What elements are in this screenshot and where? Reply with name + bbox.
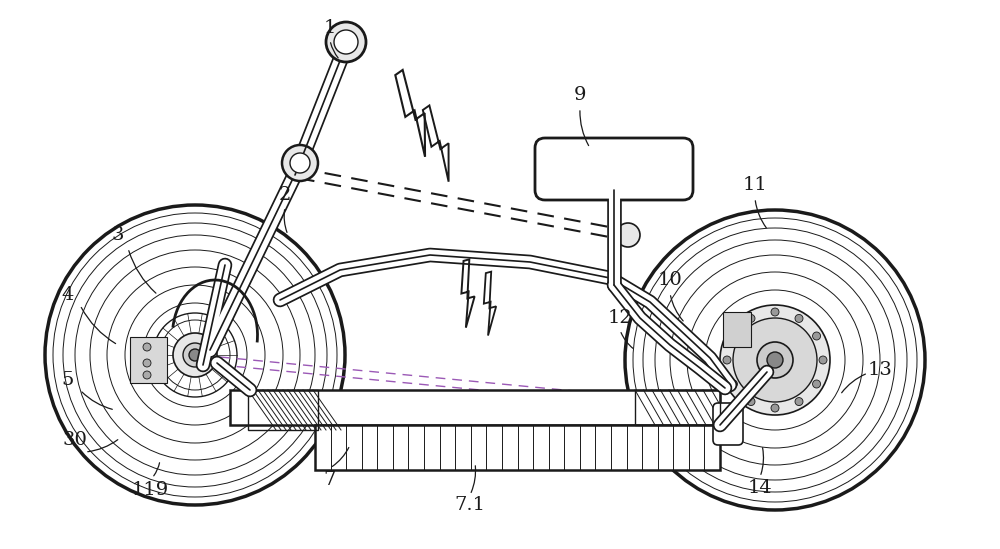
Circle shape [813,380,821,388]
Text: 119: 119 [131,481,169,499]
Text: 5: 5 [62,371,74,389]
Text: 2: 2 [279,186,291,204]
FancyBboxPatch shape [713,403,743,445]
Text: 10: 10 [658,271,682,289]
Polygon shape [723,312,751,347]
Circle shape [729,332,737,340]
Circle shape [143,343,151,351]
Circle shape [143,371,151,379]
Text: 4: 4 [62,286,74,304]
Circle shape [326,22,366,62]
Text: 3: 3 [112,226,124,244]
Circle shape [771,404,779,412]
Text: 30: 30 [63,431,87,449]
Text: 12: 12 [608,309,632,327]
Circle shape [819,356,827,364]
Circle shape [747,397,755,406]
Circle shape [616,223,640,247]
Circle shape [729,380,737,388]
Text: 7: 7 [324,471,336,489]
Circle shape [720,305,830,415]
Circle shape [173,333,217,377]
Text: 9: 9 [574,86,586,104]
Circle shape [143,359,151,367]
Circle shape [290,153,310,173]
Polygon shape [315,425,720,470]
Circle shape [189,349,201,361]
Circle shape [723,356,731,364]
Circle shape [771,308,779,316]
Polygon shape [230,390,720,425]
Circle shape [747,315,755,322]
FancyBboxPatch shape [535,138,693,200]
Polygon shape [130,337,167,383]
Circle shape [767,352,783,368]
Circle shape [757,342,793,378]
Circle shape [733,318,817,402]
Text: 11: 11 [743,176,767,194]
Circle shape [334,30,358,54]
Circle shape [282,145,318,181]
Circle shape [795,315,803,322]
Circle shape [795,397,803,406]
Text: 1: 1 [324,19,336,37]
Text: 14: 14 [748,479,772,497]
Text: 7.1: 7.1 [454,496,486,514]
Text: 13: 13 [868,361,892,379]
Circle shape [183,343,207,367]
Circle shape [813,332,821,340]
